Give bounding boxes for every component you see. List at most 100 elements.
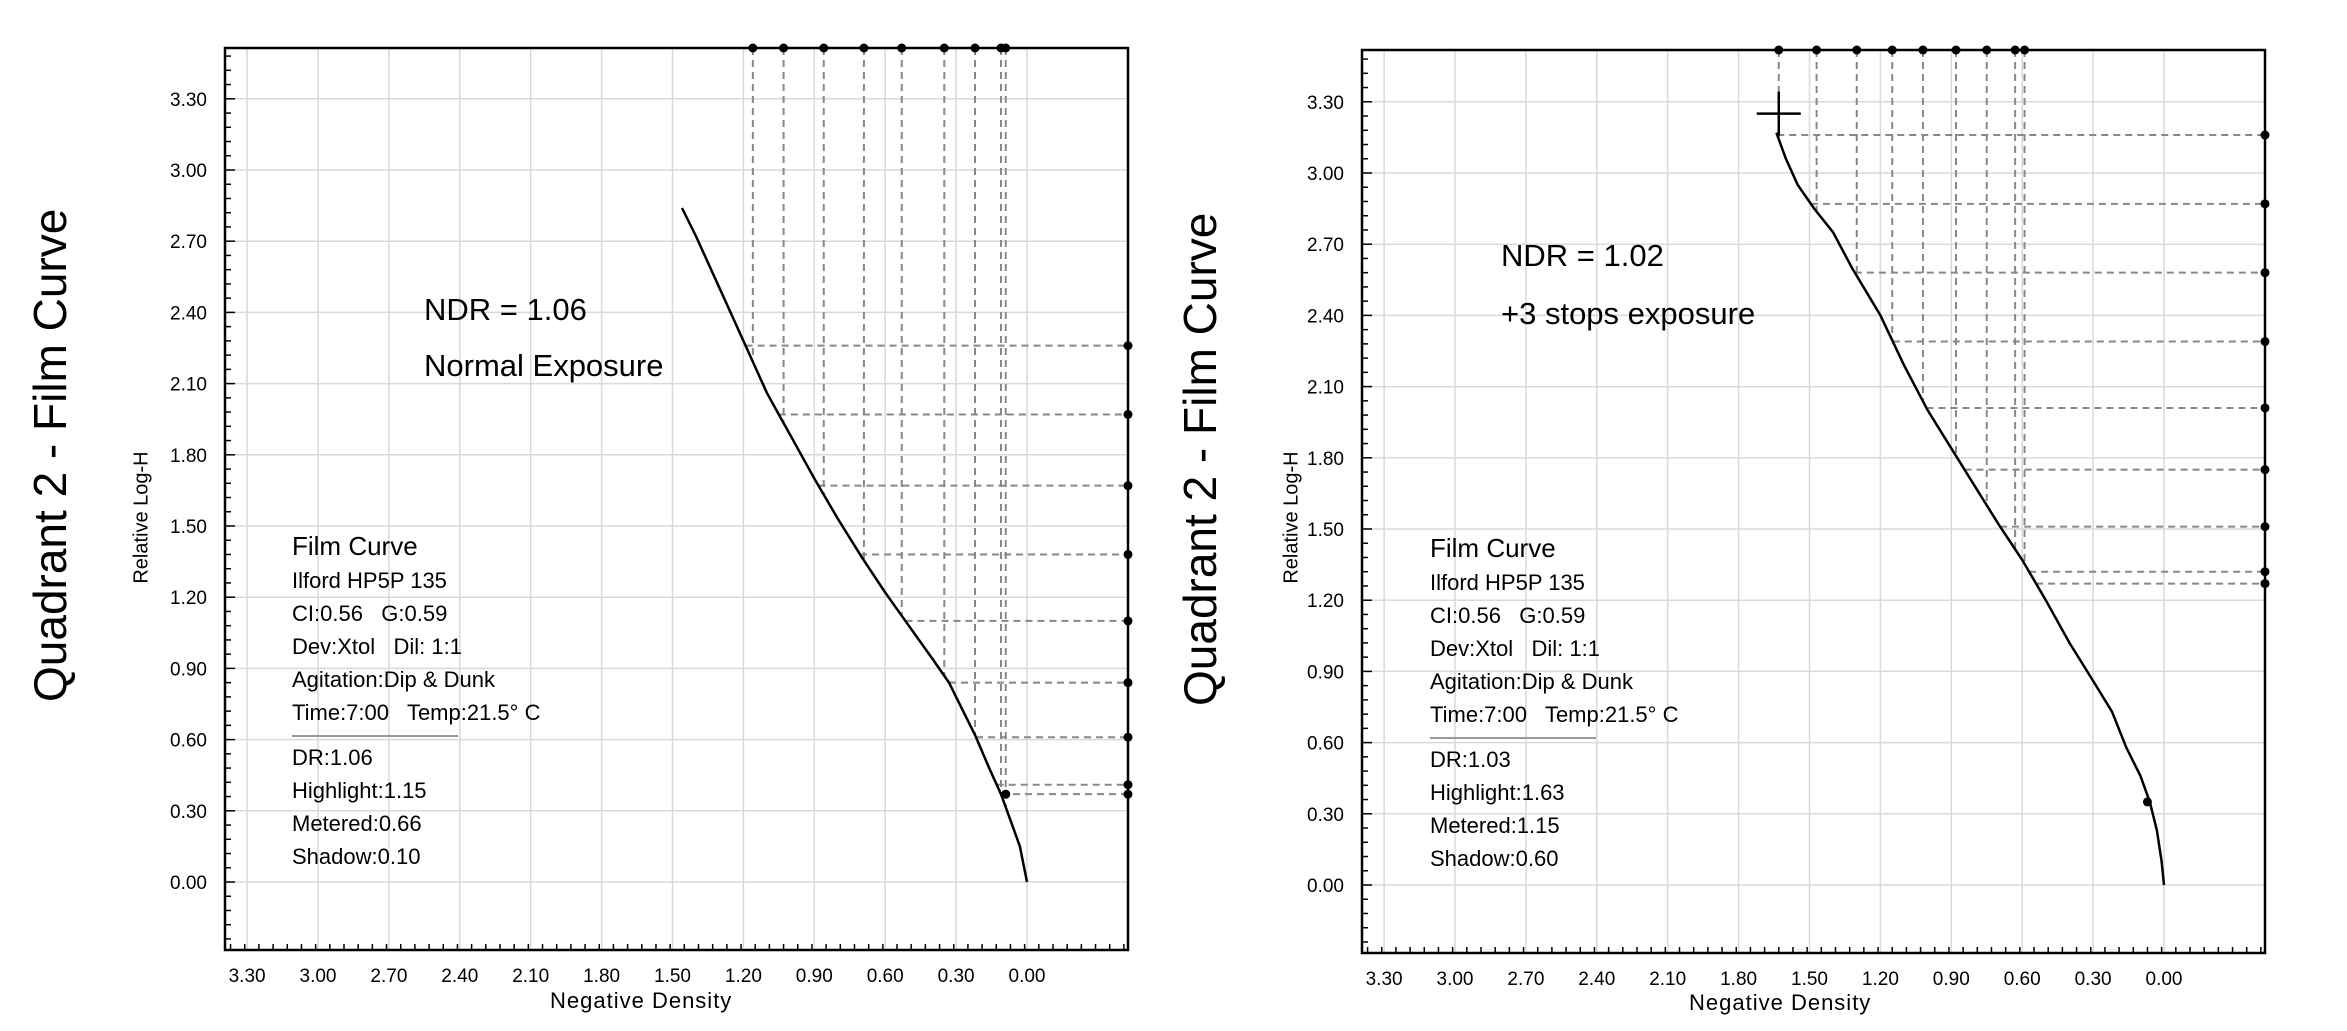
x-axis-label: Negative Density xyxy=(550,988,733,1013)
x-tick-label: 0.60 xyxy=(2004,969,2041,990)
x-tick-label: 0.60 xyxy=(867,966,904,987)
zone-density-marker xyxy=(2010,45,2020,55)
y-tick-label: 2.40 xyxy=(1307,306,1344,327)
y-tick-label: 0.60 xyxy=(1307,734,1344,755)
y-tick-label: 0.90 xyxy=(1307,662,1344,683)
y-tick-label: 0.30 xyxy=(170,802,207,823)
zone-density-marker xyxy=(819,43,829,53)
plot-frame xyxy=(223,46,1130,952)
info-ci-g: CI:0.56 G:0.59 xyxy=(1430,603,1586,628)
zone-density-marker xyxy=(1918,45,1928,55)
y-tick-label: 0.30 xyxy=(1307,805,1344,826)
zone-guides xyxy=(745,43,1133,808)
y-tick-label: 2.70 xyxy=(1307,235,1344,256)
film-info-box: Film Curve Ilford HP5P 135 CI:0.56 G:0.5… xyxy=(292,528,540,873)
x-tick-label: 0.30 xyxy=(2075,969,2112,990)
info-agitation: Agitation:Dip & Dunk xyxy=(292,667,495,692)
y-tick-label: 1.50 xyxy=(170,517,207,538)
ndr-annotation: NDR = 1.06 xyxy=(424,292,587,327)
info-dr: DR:1.06 xyxy=(292,745,373,770)
zone-density-marker xyxy=(1812,45,1822,55)
y-tick-label: 3.30 xyxy=(1307,93,1344,114)
y-tick-label: 0.60 xyxy=(170,731,207,752)
x-tick-label: 0.90 xyxy=(1933,969,1970,990)
info-heading: Film Curve xyxy=(1430,533,1556,563)
info-ci-g: CI:0.56 G:0.59 xyxy=(292,601,448,626)
info-separator xyxy=(1430,737,1596,739)
x-tick-label: 0.00 xyxy=(1009,966,1046,987)
zone-logh-marker xyxy=(2260,130,2270,140)
zone-logh-marker xyxy=(1123,678,1133,688)
chart-title: Quadrant 2 - Film Curve xyxy=(24,208,76,702)
info-separator xyxy=(292,735,458,737)
zone-logh-marker xyxy=(1123,616,1133,626)
y-axis-label: Relative Log-H xyxy=(130,451,153,584)
info-film: Ilford HP5P 135 xyxy=(292,568,447,593)
info-dev: Dev:Xtol Dil: 1:1 xyxy=(292,634,462,659)
y-tick-label: 3.00 xyxy=(1307,164,1344,185)
info-heading: Film Curve xyxy=(292,531,418,561)
x-tick-label: 1.50 xyxy=(1791,969,1828,990)
exposure-annotation: +3 stops exposure xyxy=(1501,296,1756,331)
y-tick-label: 3.00 xyxy=(170,161,207,182)
y-tick-label: 2.10 xyxy=(1307,378,1344,399)
x-tick-label: 3.30 xyxy=(229,966,266,987)
zone-density-marker xyxy=(1982,45,1992,55)
zone-logh-marker xyxy=(2260,403,2270,413)
x-tick-label: 2.10 xyxy=(1649,969,1686,990)
x-tick-label: 3.00 xyxy=(1437,969,1474,990)
x-tick-label: 2.70 xyxy=(370,966,407,987)
tick-labels: 3.30 3.00 2.70 2.40 2.10 1.80 1.50 1.20 0.90 0.60… xyxy=(170,90,1045,987)
zone-logh-marker xyxy=(1123,409,1133,419)
info-dev: Dev:Xtol Dil: 1:1 xyxy=(1430,636,1600,661)
y-tick-label: 0.90 xyxy=(170,659,207,680)
zone-logh-marker xyxy=(1123,732,1133,742)
film-info-box: Film Curve Ilford HP5P 135 CI:0.56 G:0.5… xyxy=(1430,530,1678,875)
zone-density-marker xyxy=(2020,45,2030,55)
ndr-annotation: NDR = 1.02 xyxy=(1501,238,1664,273)
info-metered: Metered:1.15 xyxy=(1430,813,1560,838)
zone-logh-marker xyxy=(2260,337,2270,347)
zone-density-marker xyxy=(970,43,980,53)
x-axis-label: Negative Density xyxy=(1689,990,1872,1015)
info-shadow: Shadow:0.60 xyxy=(1430,846,1559,871)
info-agitation: Agitation:Dip & Dunk xyxy=(1430,669,1633,694)
zone-logh-marker xyxy=(2260,567,2270,577)
zone-logh-marker xyxy=(2260,199,2270,209)
zone-logh-marker xyxy=(1123,341,1133,351)
zone-logh-marker xyxy=(2260,465,2270,475)
zone-logh-marker xyxy=(2260,268,2270,278)
exposure-annotation: Normal Exposure xyxy=(424,348,664,383)
film-curve-panel-normal: 3.30 3.00 2.70 2.40 2.10 1.80 1.50 1.20 0.90 0.60… xyxy=(0,0,1160,1031)
zone-density-marker xyxy=(859,43,869,53)
y-tick-label: 2.10 xyxy=(170,375,207,396)
x-tick-label: 0.00 xyxy=(2146,969,2183,990)
axis-ticks xyxy=(1362,58,2262,953)
zone-density-marker xyxy=(1852,45,1862,55)
y-tick-label: 1.20 xyxy=(170,588,207,609)
x-tick-label: 3.30 xyxy=(1366,969,1403,990)
film-curve-line xyxy=(680,207,1029,883)
y-tick-label: 3.30 xyxy=(170,90,207,111)
zone-logh-marker xyxy=(2260,579,2270,589)
tick-labels: 3.30 3.00 2.70 2.40 2.10 1.80 1.50 1.20 0.90 0.60… xyxy=(1307,93,2182,990)
crosshair-marker xyxy=(1756,91,1801,136)
zone-logh-marker xyxy=(2260,522,2270,532)
info-shadow: Shadow:0.10 xyxy=(292,844,421,869)
metered-point xyxy=(1001,789,1011,799)
y-tick-label: 1.50 xyxy=(1307,520,1344,541)
y-tick-label: 2.40 xyxy=(170,303,207,324)
y-axis-label: Relative Log-H xyxy=(1280,451,1303,584)
x-tick-label: 2.70 xyxy=(1507,969,1544,990)
film-curve-chart: 3.30 3.00 2.70 2.40 2.10 1.80 1.50 1.20 0.90 0.60… xyxy=(1307,45,2270,990)
y-tick-label: 0.00 xyxy=(1307,876,1344,897)
info-metered: Metered:0.66 xyxy=(292,811,422,836)
x-tick-label: 2.40 xyxy=(1578,969,1615,990)
y-tick-label: 0.00 xyxy=(170,873,207,894)
x-tick-label: 1.80 xyxy=(1720,969,1757,990)
zone-logh-marker xyxy=(1123,780,1133,790)
zone-density-marker xyxy=(1887,45,1897,55)
x-tick-label: 2.40 xyxy=(441,966,478,987)
x-tick-label: 0.90 xyxy=(796,966,833,987)
axis-ticks xyxy=(225,55,1125,950)
